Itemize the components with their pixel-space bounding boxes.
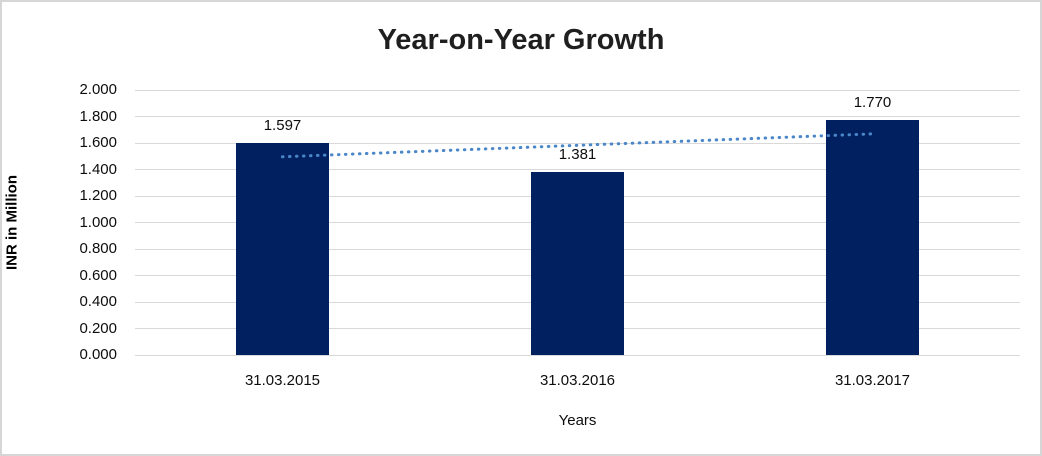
bar [826,120,919,355]
y-tick-label: 1.000 [79,213,117,231]
y-tick-label: 0.800 [79,240,117,257]
chart-title: Year-on-Year Growth [377,24,665,56]
y-tick-label: 0.600 [79,266,117,284]
y-tick-label: 1.200 [79,187,117,204]
y-tick-label: 1.400 [79,160,117,178]
x-tick-label: 31.03.2016 [539,372,616,389]
gridline [135,354,1020,356]
bar [236,143,329,355]
y-tick-label: 2.000 [79,81,117,98]
y-axis-title: INR in Million [3,175,21,270]
x-tick-label: 31.03.2017 [834,372,911,389]
gridline [135,169,1020,170]
gridline [135,116,1020,117]
bar-value-label: 1.381 [558,146,597,164]
bar [531,172,624,355]
x-tick-label: 31.03.2015 [244,372,321,389]
gridline [135,89,1020,91]
y-tick-label: 0.200 [79,319,117,337]
y-tick-label: 1.600 [79,134,117,151]
y-tick-label: 0.000 [79,346,117,363]
x-axis-title: Years [558,412,597,429]
bar-value-label: 1.597 [263,117,302,135]
plot-area: 1.597 1.381 1.770 [135,89,1020,356]
y-tick-label: 1.800 [79,107,117,125]
y-tick-label: 0.400 [79,293,117,310]
bar-value-label: 1.770 [853,94,892,112]
